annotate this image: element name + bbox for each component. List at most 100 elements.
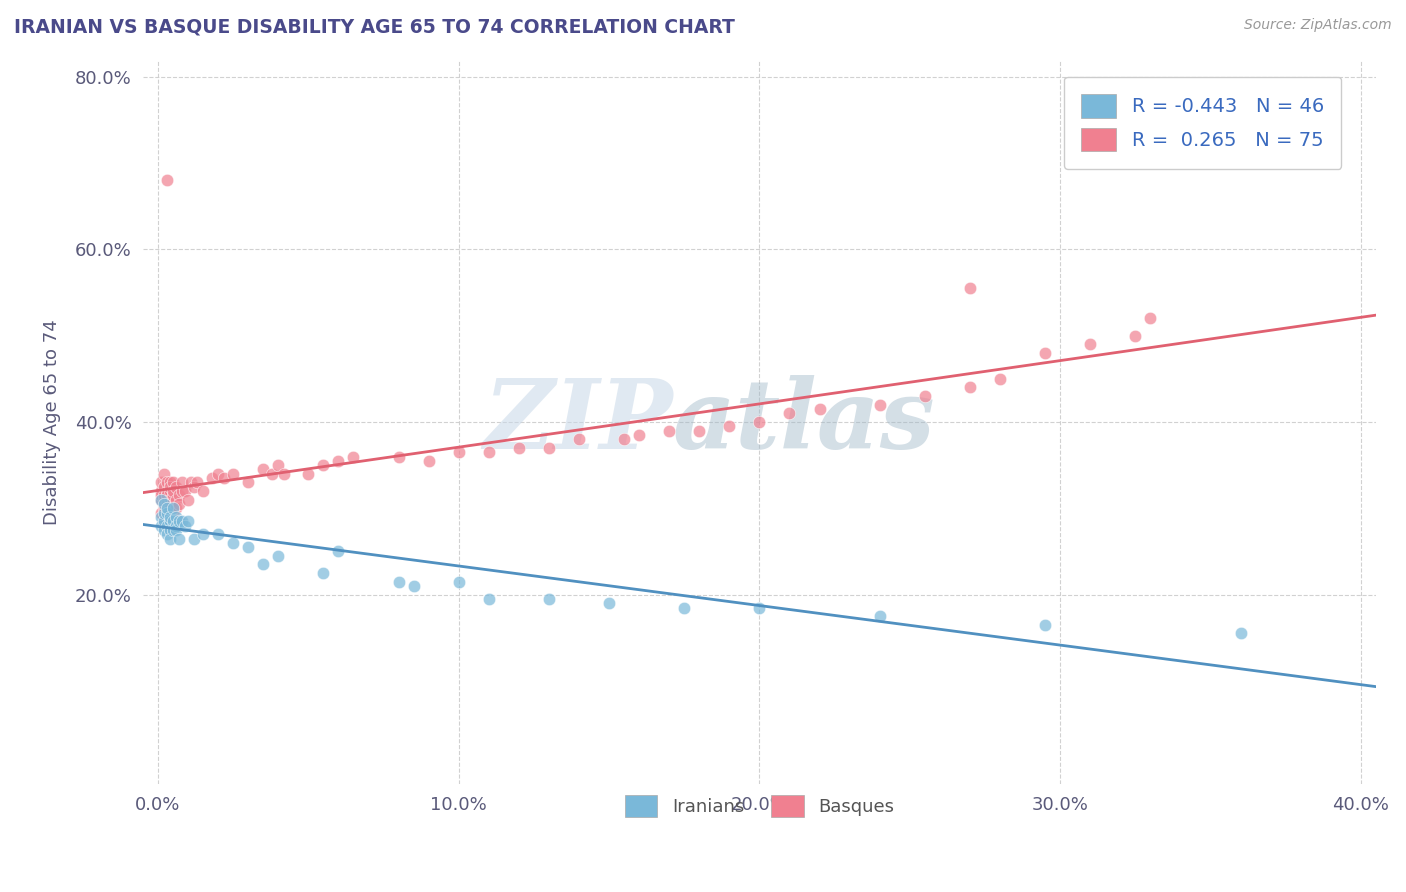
Point (172, 483, 194, 498)
Text: ZIP: ZIP (484, 375, 673, 469)
Point (159, 497, 181, 511)
Point (156, 475, 179, 490)
Point (162, 514, 184, 528)
Point (869, 398, 891, 412)
Point (328, 544, 350, 558)
Point (162, 488, 184, 502)
Point (153, 480, 176, 494)
Point (172, 475, 194, 490)
Point (159, 523, 181, 537)
Point (159, 483, 181, 498)
Point (508, 441, 530, 455)
Point (186, 475, 208, 490)
Point (156, 506, 179, 520)
Point (167, 514, 190, 528)
Point (1123, 328, 1146, 343)
Point (156, 506, 179, 520)
Point (167, 532, 190, 546)
Legend: Iranians, Basques: Iranians, Basques (616, 786, 903, 826)
Point (165, 480, 187, 494)
Point (537, 441, 560, 455)
Point (156, 173, 179, 187)
Point (914, 389, 936, 403)
Point (156, 527, 179, 541)
Point (172, 514, 194, 528)
Point (153, 497, 176, 511)
Point (387, 574, 409, 589)
Text: Source: ZipAtlas.com: Source: ZipAtlas.com (1244, 18, 1392, 32)
Y-axis label: Disability Age 65 to 74: Disability Age 65 to 74 (44, 319, 60, 524)
Point (748, 600, 770, 615)
Point (165, 501, 187, 516)
Point (328, 454, 350, 468)
Point (174, 483, 197, 498)
Point (387, 450, 409, 464)
Point (177, 514, 200, 528)
Point (153, 488, 176, 502)
Point (447, 445, 470, 459)
Point (207, 467, 229, 481)
Text: IRANIAN VS BASQUE DISABILITY AGE 65 TO 74 CORRELATION CHART: IRANIAN VS BASQUE DISABILITY AGE 65 TO 7… (14, 18, 735, 37)
Point (156, 488, 179, 502)
Point (207, 527, 229, 541)
Point (718, 419, 741, 434)
Point (262, 467, 284, 481)
Point (156, 483, 179, 498)
Point (153, 501, 176, 516)
Point (297, 467, 319, 481)
Point (162, 501, 184, 516)
Point (418, 454, 440, 468)
Point (252, 558, 274, 572)
Point (165, 523, 187, 537)
Point (150, 506, 173, 520)
Point (267, 458, 290, 472)
Point (1078, 337, 1101, 351)
Point (159, 492, 181, 507)
Point (159, 480, 181, 494)
Point (150, 510, 173, 524)
Point (159, 514, 181, 528)
Point (159, 510, 181, 524)
Point (153, 514, 176, 528)
Point (201, 471, 224, 485)
Point (153, 492, 176, 507)
Point (156, 497, 179, 511)
Point (238, 475, 260, 490)
Point (779, 406, 801, 420)
Point (150, 488, 173, 502)
Point (688, 424, 710, 438)
Point (150, 518, 173, 533)
Point (153, 467, 176, 481)
Point (150, 492, 173, 507)
Point (222, 467, 245, 481)
Point (174, 518, 197, 533)
Point (988, 372, 1011, 386)
Text: atlas: atlas (673, 375, 936, 469)
Point (183, 532, 205, 546)
Point (478, 445, 501, 459)
Point (628, 428, 651, 442)
Point (162, 483, 184, 498)
Point (177, 492, 200, 507)
Point (267, 549, 290, 563)
Point (598, 596, 620, 610)
Point (180, 475, 202, 490)
Point (162, 506, 184, 520)
Point (1033, 346, 1056, 360)
Point (478, 591, 501, 606)
Point (748, 415, 770, 429)
Point (537, 591, 560, 606)
Point (252, 462, 274, 476)
Point (1139, 311, 1161, 326)
Point (153, 523, 176, 537)
Point (191, 527, 214, 541)
Point (150, 483, 173, 498)
Point (167, 497, 190, 511)
Point (150, 475, 173, 490)
Point (165, 492, 187, 507)
Point (808, 402, 831, 417)
Point (162, 523, 184, 537)
Point (673, 600, 696, 615)
Point (162, 475, 184, 490)
Point (159, 532, 181, 546)
